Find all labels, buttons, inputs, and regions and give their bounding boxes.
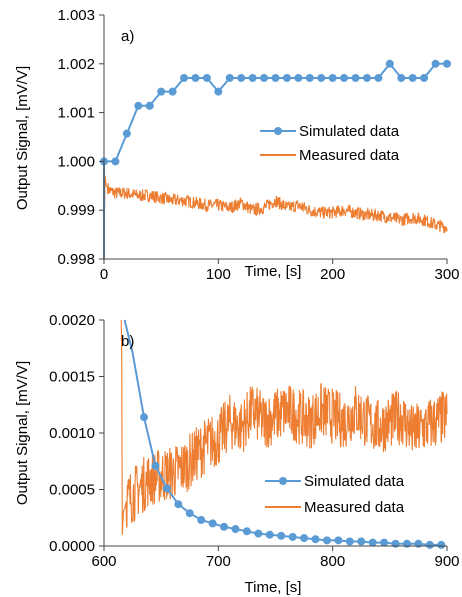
simulated-point bbox=[351, 73, 360, 82]
measured-line-a bbox=[103, 175, 448, 235]
simulated-point bbox=[305, 73, 314, 82]
x-tick-label: 900 bbox=[434, 553, 459, 570]
x-tick-label: 200 bbox=[320, 266, 345, 283]
simulated-point bbox=[340, 73, 349, 82]
simulated-point bbox=[265, 530, 274, 539]
y-tick-label: 0.0010 bbox=[49, 425, 95, 442]
simulated-point bbox=[122, 129, 131, 138]
y-tick-label: 0.0020 bbox=[49, 312, 95, 329]
simulated-point bbox=[385, 59, 394, 68]
simulated-point bbox=[391, 539, 400, 548]
simulated-point bbox=[145, 101, 154, 110]
simulated-point bbox=[317, 73, 326, 82]
x-tick-label: 100 bbox=[206, 266, 231, 283]
x-tick-label: 600 bbox=[91, 553, 116, 570]
simulated-point bbox=[260, 73, 269, 82]
simulated-point bbox=[300, 534, 309, 543]
simulated-point bbox=[431, 59, 440, 68]
simulated-point bbox=[134, 101, 143, 110]
legend-simulated-label-b: Simulated data bbox=[304, 473, 405, 490]
simulated-point bbox=[368, 538, 377, 547]
measured-series-a bbox=[103, 175, 448, 235]
simulated-point bbox=[248, 73, 257, 82]
measured-series-b bbox=[120, 319, 448, 535]
x-axis-label-b: Time, [s] bbox=[245, 579, 302, 596]
legend-simulated-marker-b bbox=[279, 477, 287, 485]
legend-a: Simulated data Measured data bbox=[260, 123, 400, 164]
simulated-point bbox=[254, 529, 263, 538]
simulated-point bbox=[311, 535, 320, 544]
y-tick-label: 1.002 bbox=[57, 56, 95, 73]
simulated-point bbox=[191, 73, 200, 82]
legend-simulated-marker-a bbox=[274, 127, 282, 135]
simulated-point bbox=[437, 540, 446, 549]
simulated-point bbox=[402, 539, 411, 548]
x-tick-label: 0 bbox=[100, 266, 108, 283]
simulated-point bbox=[185, 509, 194, 518]
legend-simulated-label-a: Simulated data bbox=[299, 123, 400, 140]
simulated-point bbox=[322, 536, 331, 545]
simulated-point bbox=[397, 73, 406, 82]
simulated-point bbox=[214, 87, 223, 96]
simulated-point bbox=[231, 525, 240, 534]
y-tick-label: 0.999 bbox=[57, 202, 95, 219]
simulated-point bbox=[162, 484, 171, 493]
x-tick-label: 700 bbox=[206, 553, 231, 570]
y-axis-label-a: Output Signal, [mV/V] bbox=[14, 66, 31, 210]
y-tick-label: 1.000 bbox=[57, 153, 95, 170]
simulated-point bbox=[408, 73, 417, 82]
simulated-point bbox=[220, 522, 229, 531]
simulated-point bbox=[420, 73, 429, 82]
simulated-point bbox=[140, 413, 149, 422]
y-axis-label-b: Output Signal, [mV/V] bbox=[14, 361, 31, 505]
y-tick-label: 0.0005 bbox=[49, 482, 95, 499]
simulated-point bbox=[277, 531, 286, 540]
panel-b: 0.0000 0.0005 0.0010 0.0015 0.0020 600 700 800… bbox=[14, 312, 460, 596]
panel-label-b: b) bbox=[121, 333, 134, 350]
simulated-point bbox=[288, 532, 297, 541]
simulated-point bbox=[374, 73, 383, 82]
simulated-point bbox=[151, 461, 160, 470]
simulated-point bbox=[225, 73, 234, 82]
legend-measured-label-b: Measured data bbox=[304, 499, 405, 516]
simulated-point bbox=[282, 73, 291, 82]
simulated-point bbox=[357, 537, 366, 546]
simulated-point bbox=[414, 539, 423, 548]
x-axis-label-a: Time, [s] bbox=[245, 263, 302, 280]
simulated-point bbox=[425, 540, 434, 549]
x-tick-label: 300 bbox=[434, 266, 459, 283]
simulated-point bbox=[242, 527, 251, 536]
simulated-series-a bbox=[100, 59, 451, 259]
simulated-point bbox=[271, 73, 280, 82]
simulated-point bbox=[202, 73, 211, 82]
simulated-point bbox=[174, 500, 183, 509]
legend-b: Simulated data Measured data bbox=[265, 473, 405, 516]
simulated-point bbox=[180, 73, 189, 82]
simulated-point bbox=[443, 59, 451, 68]
y-tick-label: 0.998 bbox=[57, 251, 95, 268]
simulated-point bbox=[111, 157, 120, 166]
y-tick-label: 0.0015 bbox=[49, 369, 95, 386]
simulated-point bbox=[208, 519, 217, 528]
simulated-point bbox=[345, 537, 354, 546]
y-tick-label: 0.0000 bbox=[49, 538, 95, 555]
legend-measured-label-a: Measured data bbox=[299, 147, 400, 164]
simulated-point bbox=[197, 516, 206, 525]
simulated-point bbox=[328, 73, 337, 82]
y-tick-label: 1.003 bbox=[57, 7, 95, 24]
measured-line-b bbox=[120, 319, 448, 535]
simulated-point bbox=[380, 538, 389, 547]
simulated-series-b bbox=[123, 319, 446, 549]
simulated-point bbox=[294, 73, 303, 82]
simulated-point bbox=[157, 87, 166, 96]
simulated-point bbox=[168, 87, 177, 96]
simulated-point bbox=[334, 536, 343, 545]
simulated-point bbox=[237, 73, 246, 82]
y-tick-label: 1.001 bbox=[57, 105, 95, 122]
simulated-point bbox=[362, 73, 371, 82]
panel-a: 0.998 0.999 1.000 1.001 1.002 1.003 0 100 200 30… bbox=[14, 7, 460, 283]
x-tick-label: 800 bbox=[320, 553, 345, 570]
panel-label-a: a) bbox=[121, 28, 134, 45]
